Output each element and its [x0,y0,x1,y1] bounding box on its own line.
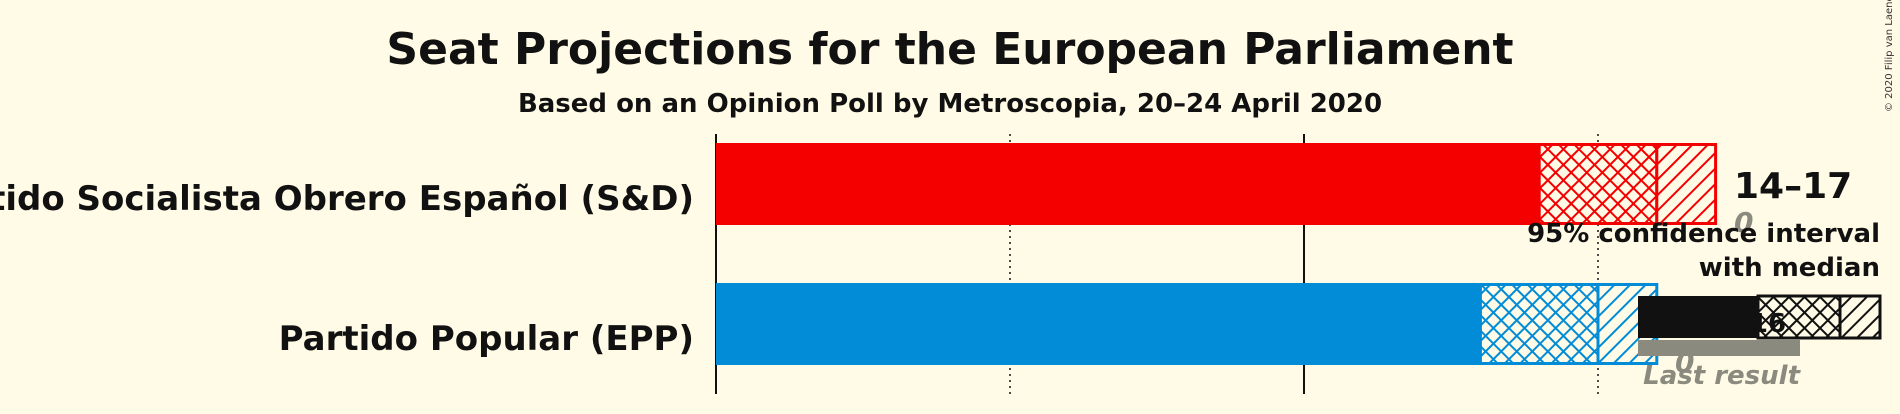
bar-ci-upper-psoe [1655,143,1718,225]
legend-bar-solid [1638,296,1758,338]
party-label-pp: Partido Popular (EPP) [279,319,694,359]
legend-last-result-label: Last result [1643,361,1801,391]
bar-solid-psoe [716,143,1540,225]
range-label-psoe: 14–17 [1734,166,1852,207]
chart-subtitle: Based on an Opinion Poll by Metroscopia,… [518,89,1382,119]
legend-bar-cross [1756,294,1842,340]
bar-solid-pp [716,283,1481,365]
chart-title: Seat Projections for the European Parlia… [386,24,1513,75]
legend-bar-hatch [1838,294,1882,340]
bar-ci-lower-pp [1478,283,1600,365]
party-label-psoe: Partido Socialista Obrero Español (S&D) [0,179,694,219]
legend-last-result-bar [1638,340,1800,356]
legend-ci-line2: with median [1699,253,1880,283]
legend: 95% confidence interval with median 16 L… [1527,219,1882,391]
last-result-label-psoe: 0 [1734,206,1753,239]
bars-group [716,143,1718,365]
copyright-note: © 2020 Filip van Laenen [1884,0,1895,112]
legend-median-value: 16 [1750,309,1786,339]
bar-ci-lower-psoe [1537,143,1659,225]
legend-ci-line1: 95% confidence interval [1527,219,1880,249]
